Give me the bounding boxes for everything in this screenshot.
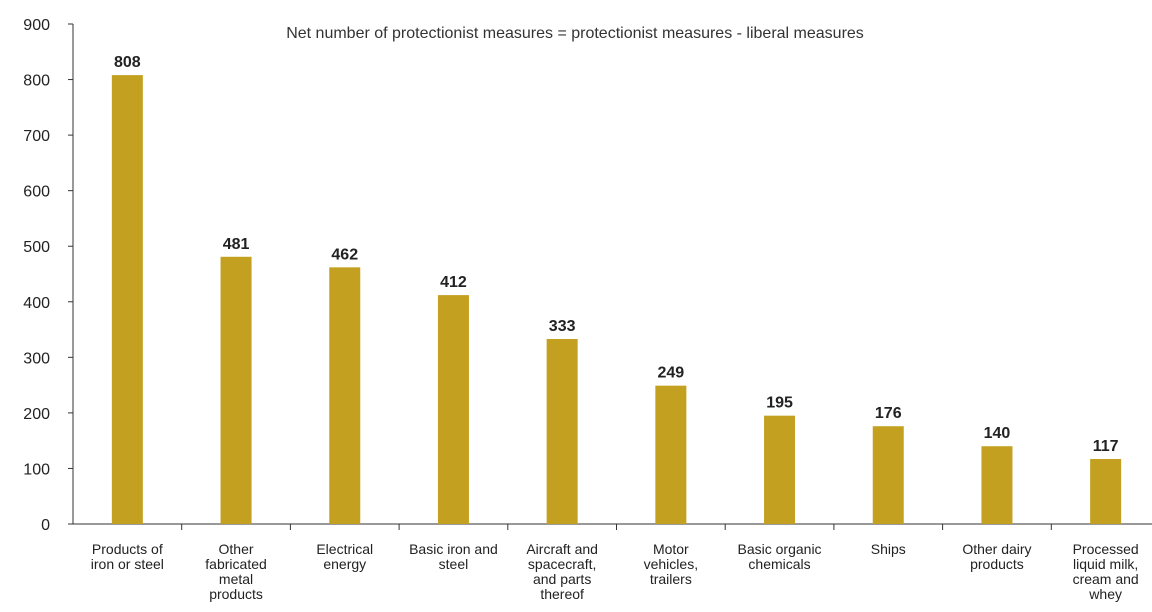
x-tick-label-line: thereof — [540, 586, 584, 602]
x-tick-label-line: Basic iron and — [409, 541, 498, 557]
x-tick-label: Processed liquid milk, cream and whey — [1073, 541, 1139, 602]
x-tick-label-line: Other — [219, 541, 254, 557]
x-tick-label: Products of iron or steel — [91, 541, 164, 572]
x-tick-label: Motor vehicles, trailers — [644, 541, 698, 587]
x-tick-label-line: vehicles, — [644, 556, 698, 572]
bar — [220, 256, 252, 524]
x-tick-label-line: products — [209, 586, 263, 602]
data-label: 195 — [766, 395, 793, 412]
y-tick-label: 700 — [23, 128, 50, 145]
data-label: 412 — [440, 274, 467, 291]
y-tick-label: 200 — [23, 406, 50, 423]
category-labels: Products of iron or steel Other fabricated m… — [91, 541, 1139, 602]
y-tick-label: 800 — [23, 73, 50, 90]
data-label: 249 — [657, 365, 684, 382]
x-tick-label-line: Basic organic — [738, 541, 822, 557]
bar — [546, 339, 578, 524]
x-tick-label: Other dairy products — [962, 541, 1031, 572]
data-label: 462 — [331, 246, 358, 263]
x-tick-label-line: Aircraft and — [526, 541, 598, 557]
x-tick-label-line: steel — [439, 556, 469, 572]
y-tick-label: 100 — [23, 461, 50, 478]
y-tick-label: 0 — [41, 517, 50, 534]
x-tick-label-line: metal — [219, 571, 253, 587]
bar — [1090, 459, 1122, 524]
x-tick-label-line: Electrical — [316, 541, 373, 557]
chart-annotation: Net number of protectionist measures = p… — [286, 25, 864, 42]
y-tick-label: 400 — [23, 295, 50, 312]
x-tick-label-line: liquid milk, — [1073, 556, 1138, 572]
x-tick-label-line: and parts — [533, 571, 591, 587]
x-tick-label-line: whey — [1088, 586, 1122, 602]
bar — [872, 426, 904, 524]
x-tick-label-line: trailers — [650, 571, 692, 587]
x-tick-label-line: Ships — [871, 541, 906, 557]
bar — [111, 75, 143, 524]
bars — [111, 75, 1122, 524]
x-tick-label-line: chemicals — [748, 556, 810, 572]
bar — [981, 446, 1013, 524]
y-tick-label: 600 — [23, 184, 50, 201]
x-tick-label: Ships — [871, 541, 906, 557]
x-axis — [73, 523, 1152, 530]
x-tick-label-line: Products of — [92, 541, 163, 557]
x-tick-label: Basic iron and steel — [409, 541, 498, 572]
x-tick-label-line: iron or steel — [91, 556, 164, 572]
data-label: 481 — [223, 236, 250, 253]
x-tick-label: Electrical energy — [316, 541, 373, 572]
x-tick-label-line: spacecraft, — [528, 556, 596, 572]
y-axis: 0 100 200 300 400 500 600 700 800 900 — [23, 17, 74, 534]
data-label: 176 — [875, 405, 902, 422]
x-tick-label-line: fabricated — [205, 556, 266, 572]
data-label: 140 — [984, 425, 1011, 442]
data-label: 808 — [114, 54, 141, 71]
bar — [437, 295, 469, 524]
x-tick-label: Aircraft and spacecraft, and parts thereof — [526, 541, 598, 602]
x-tick-label: Basic organic chemicals — [738, 541, 822, 572]
y-tick-label: 900 — [23, 17, 50, 34]
x-tick-label-line: Motor — [653, 541, 689, 557]
y-tick-label: 300 — [23, 350, 50, 367]
x-tick-label-line: Other dairy — [962, 541, 1031, 557]
x-tick-label-line: energy — [323, 556, 366, 572]
bar — [655, 385, 687, 524]
x-tick-label-line: products — [970, 556, 1024, 572]
bar — [329, 267, 361, 524]
data-label: 117 — [1093, 438, 1119, 455]
x-tick-label-line: Processed — [1073, 541, 1139, 557]
x-tick-label: Other fabricated metal products — [205, 541, 266, 602]
value-labels: 808 481 462 412 333 249 195 176 140 117 — [114, 54, 1119, 455]
y-tick-label: 500 — [23, 239, 50, 256]
x-tick-label-line: cream and — [1073, 571, 1139, 587]
data-label: 333 — [549, 318, 576, 335]
bar — [764, 415, 796, 524]
